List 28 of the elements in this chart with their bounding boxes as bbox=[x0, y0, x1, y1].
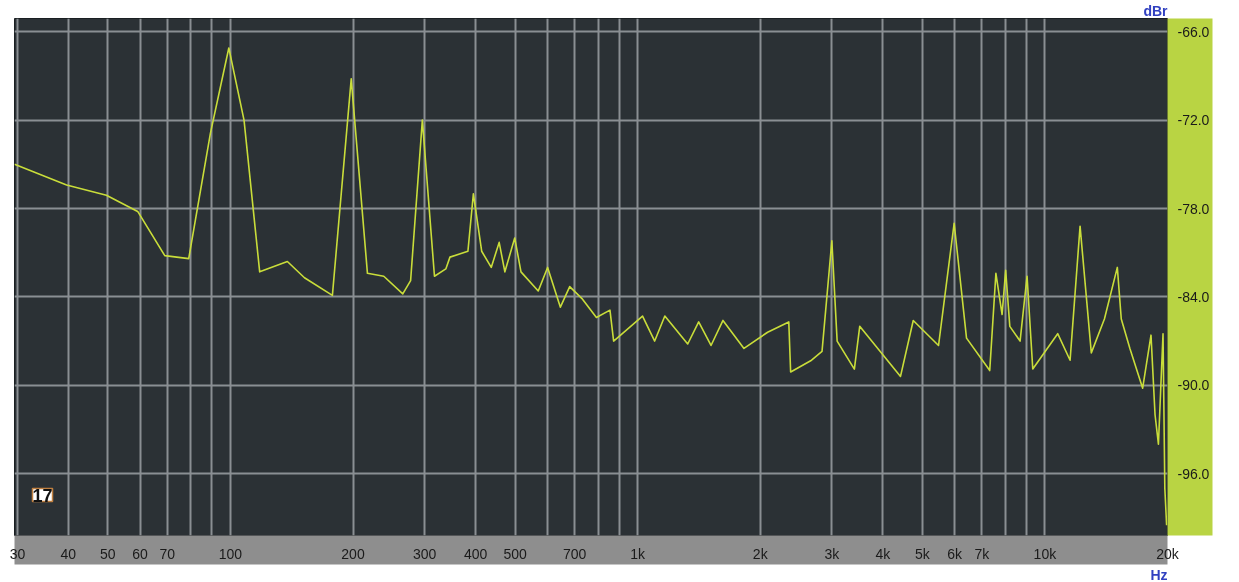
x-tick-label: 60 bbox=[132, 545, 149, 562]
y-tick-label: -72.0 bbox=[1177, 112, 1210, 129]
y-tick-label: -90.0 bbox=[1177, 377, 1210, 394]
y-axis-title: dBr bbox=[1143, 2, 1169, 19]
y-tick-label: -66.0 bbox=[1177, 23, 1210, 40]
y-tick-label: -84.0 bbox=[1177, 288, 1210, 305]
x-tick-label: 6k bbox=[947, 545, 963, 562]
y-tick-label: -96.0 bbox=[1177, 465, 1210, 482]
x-tick-label: 50 bbox=[100, 545, 116, 562]
x-tick-label: 20k bbox=[1156, 545, 1180, 562]
x-tick-label: 7k bbox=[974, 545, 991, 562]
x-tick-label: 70 bbox=[159, 545, 176, 562]
x-tick-label: 400 bbox=[463, 545, 488, 562]
x-tick-label: 10k bbox=[1033, 545, 1058, 562]
x-tick-label: 100 bbox=[218, 545, 243, 562]
x-tick-label: 4k bbox=[875, 545, 892, 562]
x-tick-label: 300 bbox=[413, 545, 437, 562]
y-tick-label: -78.0 bbox=[1177, 200, 1210, 217]
x-axis-title: Hz bbox=[1150, 566, 1168, 582]
x-tick-label: 5k bbox=[914, 545, 931, 562]
x-tick-label: 3k bbox=[824, 545, 841, 562]
annotation: 17 bbox=[32, 485, 53, 506]
x-tick-label: 700 bbox=[562, 545, 587, 562]
x-tick-label: 2k bbox=[752, 545, 769, 562]
x-tick-label: 1k bbox=[630, 545, 647, 562]
x-tick-label: 200 bbox=[341, 545, 365, 562]
x-tick-label: 40 bbox=[60, 545, 77, 562]
x-tick-label: 500 bbox=[503, 545, 527, 562]
